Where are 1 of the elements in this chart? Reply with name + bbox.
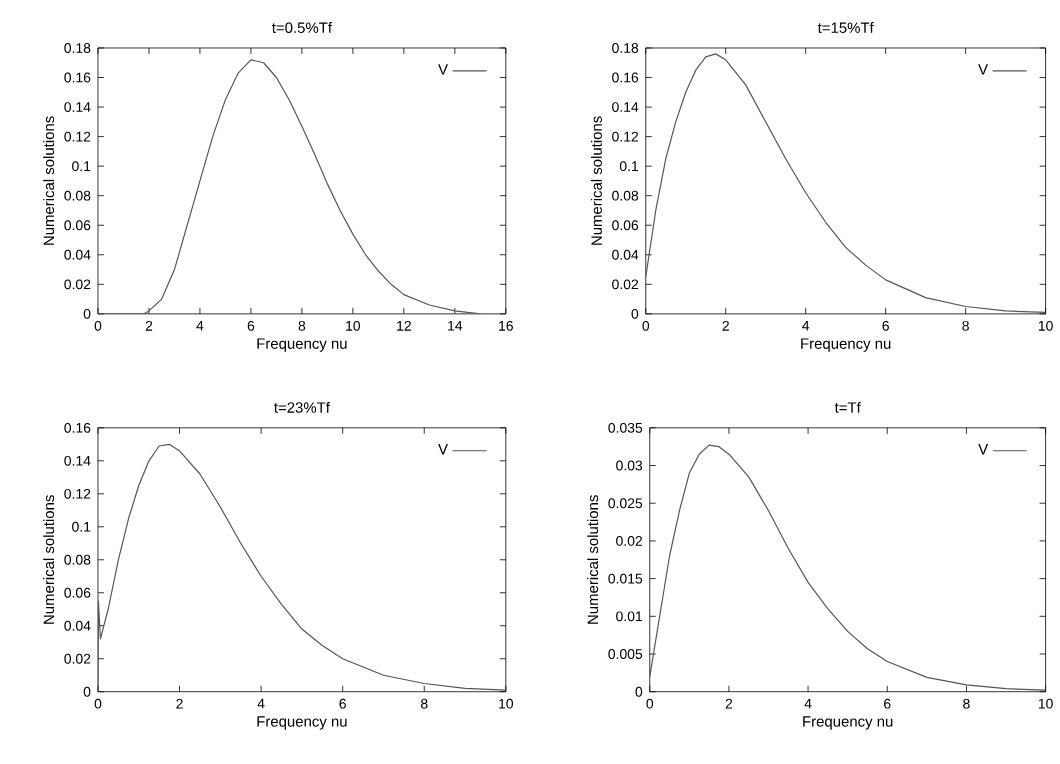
line-series [97, 443, 506, 692]
